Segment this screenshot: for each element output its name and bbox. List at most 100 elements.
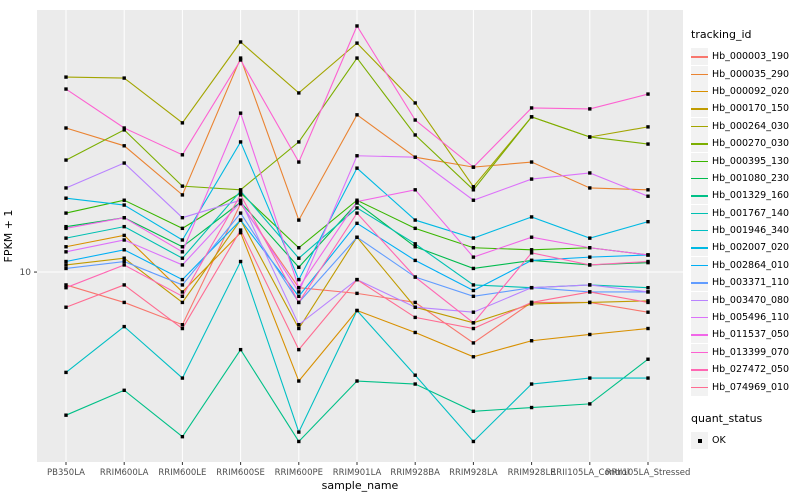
- data-point-marker: [64, 283, 68, 287]
- data-point-marker: [297, 265, 301, 269]
- data-point-marker: [588, 376, 592, 380]
- data-point-marker: [238, 200, 243, 204]
- legend-item-label: Hb_003371_110: [712, 277, 790, 289]
- data-point-marker: [297, 326, 301, 331]
- data-point-marker: [64, 158, 68, 162]
- legend-key: [691, 326, 708, 344]
- legend-item-label: Hb_001080_230: [712, 172, 790, 184]
- data-point-marker: [471, 341, 476, 345]
- data-point-marker: [588, 290, 592, 294]
- legend-item-Hb_003371_110: Hb_003371_110: [691, 274, 799, 292]
- data-point-marker: [471, 439, 476, 444]
- data-point-marker: [355, 56, 359, 60]
- data-point-marker: [122, 324, 126, 329]
- x-tick-label: RRIM901LA: [333, 468, 382, 478]
- legend-item-Hb_011537_050: Hb_011537_050: [691, 326, 799, 344]
- data-point-marker: [297, 379, 301, 383]
- legend-item-Hb_027472_050: Hb_027472_050: [691, 361, 799, 379]
- data-point-marker: [588, 107, 592, 111]
- data-point-marker: [122, 203, 126, 207]
- legend-swatch-line: [691, 56, 708, 58]
- data-point-marker: [122, 238, 126, 242]
- data-point-marker: [238, 193, 243, 197]
- chart-canvas: 10 PB350LA RRIM600LA RRIM600LE RRIM600SE RRIM…: [2, 10, 690, 492]
- legend-key: [691, 432, 708, 449]
- data-point-marker: [355, 235, 359, 239]
- data-point-marker: [529, 285, 534, 290]
- data-point-marker: [646, 326, 650, 331]
- data-point-marker: [297, 290, 301, 294]
- legend-swatch-line: [691, 108, 708, 110]
- data-point-marker: [180, 226, 185, 231]
- data-point-marker: [529, 382, 534, 386]
- legend-swatch-line: [691, 369, 708, 371]
- legend-item-label: Hb_005496_110: [712, 312, 790, 324]
- data-point-marker: [180, 245, 185, 249]
- data-point-marker: [122, 388, 126, 393]
- legend-item-Hb_000003_190: Hb_000003_190: [691, 48, 799, 66]
- legend-item-label: Hb_001946_340: [712, 225, 790, 237]
- legend-item-label: Hb_000395_130: [712, 155, 790, 167]
- data-point-marker: [646, 219, 650, 224]
- data-point-marker: [413, 330, 417, 335]
- data-point-marker: [64, 250, 68, 254]
- legend-item-Hb_000264_030: Hb_000264_030: [691, 117, 799, 135]
- data-point-marker: [64, 226, 68, 231]
- data-point-marker: [588, 246, 592, 250]
- data-point-marker: [238, 230, 243, 235]
- data-point-marker: [297, 347, 301, 352]
- data-point-marker: [238, 40, 243, 44]
- x-tick-label: RRIM928BA: [390, 468, 440, 478]
- data-point-marker: [413, 188, 417, 192]
- data-point-marker: [297, 246, 301, 250]
- legend-item-Hb_000170_150: Hb_000170_150: [691, 100, 799, 118]
- data-point-marker: [180, 277, 185, 282]
- legend-key: [691, 343, 708, 361]
- legend-item-label: Hb_000003_190: [712, 51, 790, 63]
- legend-title-quant-status: quant_status: [691, 411, 763, 425]
- data-point-marker: [180, 326, 185, 331]
- data-point-marker: [529, 300, 534, 305]
- data-point-marker: [64, 211, 68, 215]
- data-point-marker: [180, 250, 185, 254]
- data-point-marker: [646, 188, 650, 192]
- data-point-marker: [646, 92, 650, 96]
- data-point-marker: [180, 216, 185, 220]
- legend-swatch-line: [691, 177, 708, 180]
- data-point-marker: [471, 288, 476, 293]
- legend-item-label: Hb_003470_080: [712, 294, 790, 306]
- legend-item-Hb_001767_140: Hb_001767_140: [691, 204, 799, 222]
- data-point-marker: [238, 189, 243, 193]
- legend-key: [691, 256, 708, 274]
- data-point-marker: [413, 118, 417, 122]
- legend-swatch-line: [691, 386, 708, 388]
- data-point-marker: [180, 184, 185, 188]
- legend-item-label: Hb_000035_290: [712, 68, 790, 80]
- legend-item-label: Hb_000170_150: [712, 103, 790, 115]
- data-point-marker: [297, 439, 301, 444]
- data-point-marker: [64, 370, 68, 375]
- data-point-marker: [64, 196, 68, 200]
- data-point-marker: [471, 266, 476, 271]
- x-tick-label: RRIM928LE: [508, 468, 556, 478]
- x-tick-label: RRIM600SE: [216, 468, 265, 478]
- data-point-marker: [413, 315, 417, 320]
- data-point-marker: [529, 160, 534, 164]
- data-point-marker: [122, 283, 126, 287]
- data-point-marker: [180, 376, 185, 380]
- data-point-marker: [471, 188, 476, 192]
- data-point-marker: [122, 76, 126, 80]
- legend-key: [691, 48, 708, 66]
- data-point-marker: [471, 255, 476, 259]
- legend-item-label: Hb_002007_020: [712, 242, 790, 254]
- data-point-marker: [297, 91, 301, 95]
- data-point-marker: [588, 402, 592, 406]
- data-point-marker: [180, 294, 185, 299]
- data-point-marker: [355, 379, 359, 383]
- data-point-marker: [413, 245, 417, 249]
- data-point-marker: [646, 285, 650, 290]
- legend-swatch-line: [691, 334, 708, 336]
- data-point-marker: [588, 332, 592, 337]
- data-point-marker: [355, 154, 359, 158]
- data-point-marker: [529, 115, 534, 119]
